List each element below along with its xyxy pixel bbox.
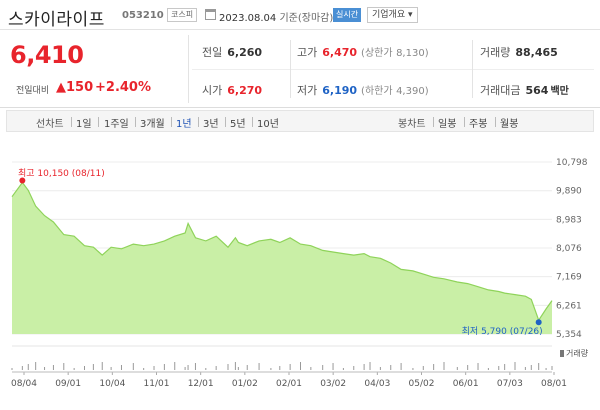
stat-volume: 거래량 88,465 bbox=[480, 44, 558, 60]
tab-1year[interactable]: 1년 bbox=[176, 119, 192, 130]
x-tick-label: 02/01 bbox=[276, 379, 302, 389]
y-tick-label: 6,261 bbox=[556, 301, 582, 311]
date-value: 2023.08.04 bbox=[219, 13, 277, 24]
tab-5year[interactable]: 5년 bbox=[230, 119, 246, 130]
y-tick-label: 7,169 bbox=[556, 273, 582, 283]
stat-label: 고가 bbox=[297, 46, 318, 59]
stat-open: 시가 6,270 bbox=[202, 82, 262, 98]
stock-name: 스카이라이프 bbox=[8, 10, 105, 30]
price-chart: 10,798 9,890 8,983 8,076 7,169 6,261 5,354 08/0… bbox=[0, 140, 600, 410]
price-summary: 6,410 전일대비 ▲150 +2.40% 전일 6,260 고가 6,470 (상… bbox=[0, 30, 600, 108]
stats-column-divider bbox=[472, 40, 473, 98]
volume-legend-swatch bbox=[560, 350, 564, 357]
price-change-percent: +2.40% bbox=[95, 80, 151, 95]
stat-label: 거래대금 bbox=[480, 84, 521, 97]
tab-10year[interactable]: 10년 bbox=[257, 119, 279, 130]
period-tabs: 선차트 1일 1주일 3개월 1년 3년 5년 10년 봉차트 일봉 주봉 월봉 bbox=[6, 110, 594, 132]
stock-code: 053210 bbox=[122, 10, 164, 21]
tab-3month[interactable]: 3개월 bbox=[140, 119, 165, 130]
stat-low: 저가 6,190 (하한가 4,390) bbox=[297, 82, 429, 98]
stat-amount: 거래대금 564 백만 bbox=[480, 82, 569, 98]
price-line bbox=[11, 181, 553, 322]
price-chart-svg: 10,798 9,890 8,983 8,076 7,169 6,261 5,354 08/0… bbox=[11, 158, 589, 389]
realtime-button[interactable]: 실시간 bbox=[333, 8, 362, 22]
stats-divider bbox=[192, 69, 594, 70]
x-tick-label: 01/02 bbox=[232, 379, 258, 389]
x-tick-label: 10/04 bbox=[99, 379, 125, 389]
x-tick-label: 04/03 bbox=[364, 379, 390, 389]
stat-sub-value: 4,390) bbox=[396, 86, 429, 97]
x-tick-label: 03/02 bbox=[320, 379, 346, 389]
stat-sub-value: 8,130) bbox=[396, 48, 429, 59]
stat-value: 6,190 bbox=[322, 84, 358, 97]
price-date: 2023.08.04 기준(장마감) bbox=[219, 9, 333, 24]
y-tick-label: 8,076 bbox=[556, 244, 582, 254]
stat-label: 시가 bbox=[202, 84, 223, 97]
x-tick-label: 06/01 bbox=[453, 379, 479, 389]
calendar-icon bbox=[205, 9, 216, 20]
date-suffix: 기준(장마감) bbox=[279, 13, 334, 24]
x-tick-label: 08/01 bbox=[541, 379, 567, 389]
stock-header: 스카이라이프 053210 코스피 2023.08.04 기준(장마감) 실시간… bbox=[0, 0, 600, 30]
candle-chart-title: 봉차트 bbox=[398, 119, 426, 130]
stat-unit: 백만 bbox=[550, 86, 569, 97]
stat-label: 거래량 bbox=[480, 46, 511, 59]
price-area bbox=[12, 182, 552, 334]
x-tick-label: 05/02 bbox=[409, 379, 435, 389]
stat-sub-label: (상한가 bbox=[361, 48, 393, 59]
x-tick-label: 12/01 bbox=[188, 379, 214, 389]
current-price: 6,410 bbox=[10, 41, 84, 69]
tab-monthly[interactable]: 월봉 bbox=[500, 119, 519, 130]
tab-divider bbox=[433, 117, 434, 127]
tab-1week[interactable]: 1주일 bbox=[104, 119, 129, 130]
tab-divider bbox=[464, 117, 465, 127]
max-marker bbox=[19, 177, 26, 184]
tab-divider bbox=[225, 117, 226, 127]
y-tick-label: 10,798 bbox=[556, 158, 588, 168]
y-tick-label: 9,890 bbox=[556, 187, 582, 197]
line-chart-title: 선차트 bbox=[36, 119, 64, 130]
price-change: ▲150 bbox=[56, 80, 94, 95]
stat-value: 88,465 bbox=[515, 46, 558, 59]
tab-divider bbox=[495, 117, 496, 127]
x-tick-label: 08/04 bbox=[11, 379, 37, 389]
tab-weekly[interactable]: 주봉 bbox=[469, 119, 488, 130]
market-badge: 코스피 bbox=[167, 8, 198, 22]
stat-value: 6,470 bbox=[322, 46, 358, 59]
x-tick-label: 11/01 bbox=[144, 379, 170, 389]
volume-legend: 거래량 bbox=[566, 348, 589, 358]
stat-value: 6,270 bbox=[227, 84, 263, 97]
stat-prev-close: 전일 6,260 bbox=[202, 44, 262, 60]
stat-label: 저가 bbox=[297, 84, 318, 97]
min-marker bbox=[535, 319, 542, 326]
stat-sub-label: (하한가 bbox=[361, 86, 393, 97]
current-price-box: 6,410 전일대비 ▲150 +2.40% bbox=[6, 35, 189, 103]
company-overview-dropdown[interactable]: 기업개요 ▾ bbox=[367, 7, 418, 23]
change-label: 전일대비 bbox=[16, 86, 50, 96]
tab-daily[interactable]: 일봉 bbox=[438, 119, 457, 130]
stat-label: 전일 bbox=[202, 46, 223, 59]
tab-divider bbox=[71, 117, 72, 127]
tab-1day[interactable]: 1일 bbox=[76, 119, 92, 130]
y-tick-label: 5,354 bbox=[556, 330, 582, 340]
x-tick-label: 07/03 bbox=[497, 379, 523, 389]
tab-3year[interactable]: 3년 bbox=[203, 119, 219, 130]
stat-value: 6,260 bbox=[227, 46, 263, 59]
stats-column-divider bbox=[290, 40, 291, 98]
max-label: 최고 10,150 (08/11) bbox=[18, 168, 105, 179]
stat-value: 564 bbox=[525, 84, 549, 97]
x-tick-label: 09/01 bbox=[55, 379, 81, 389]
tab-divider bbox=[252, 117, 253, 127]
tab-divider bbox=[171, 117, 172, 127]
tab-divider bbox=[198, 117, 199, 127]
y-tick-label: 8,983 bbox=[556, 215, 582, 225]
tab-divider bbox=[98, 117, 99, 127]
tab-divider bbox=[135, 117, 136, 127]
min-label: 최저 5,790 (07/26) bbox=[462, 326, 543, 337]
stat-high: 고가 6,470 (상한가 8,130) bbox=[297, 44, 429, 60]
